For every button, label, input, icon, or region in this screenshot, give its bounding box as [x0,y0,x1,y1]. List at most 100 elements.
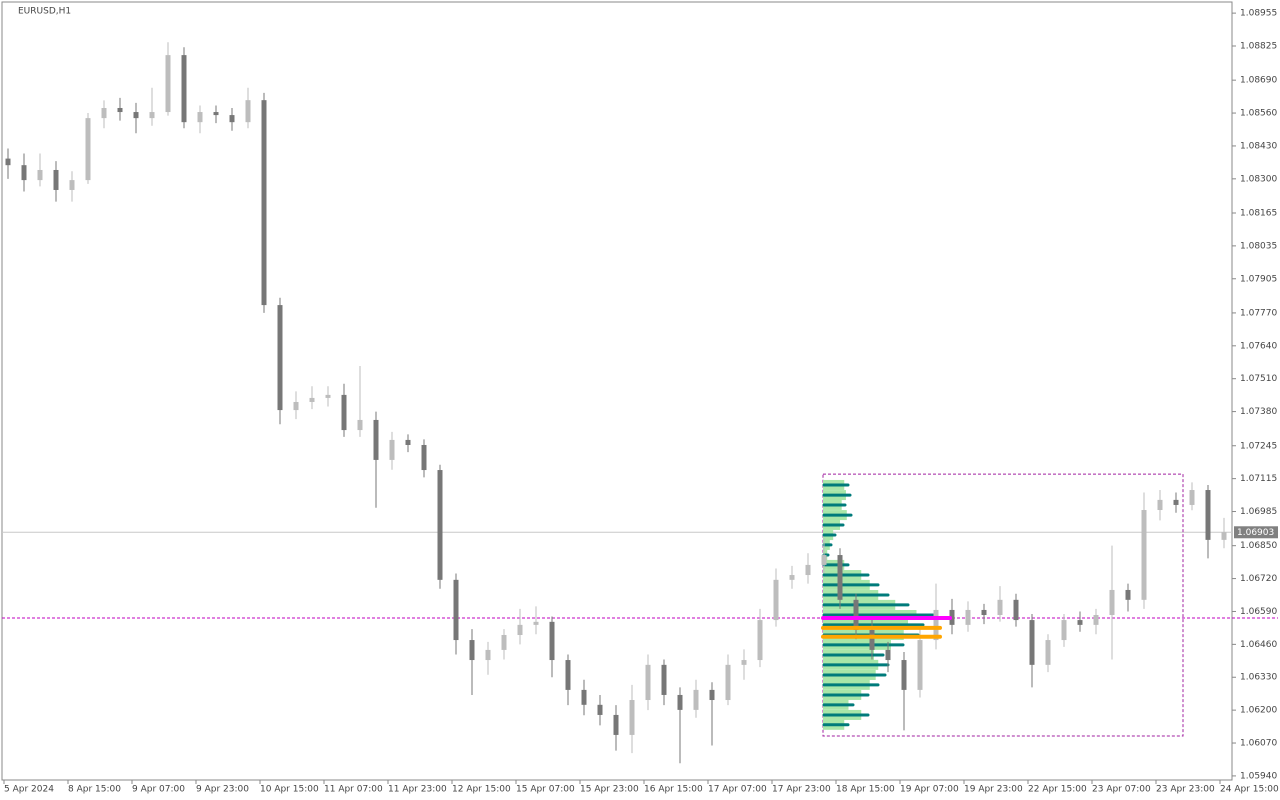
x-tick-label: 11 Apr 23:00 [388,785,447,795]
x-tick-label: 9 Apr 23:00 [196,785,249,795]
candle-body [805,564,811,576]
candle-body [773,579,779,621]
y-tick-label: 1.07905 [1240,274,1277,284]
y-tick-label: 1.06850 [1240,541,1277,551]
price-tag-label: 1.06903 [1237,528,1274,538]
candle-body [741,660,747,665]
y-tick-label: 1.08165 [1240,208,1277,218]
x-tick-label: 5 Apr 2024 [4,785,54,795]
candle-body [181,55,187,123]
candle-body [917,640,923,690]
y-tick-label: 1.06330 [1240,673,1277,683]
candle-body [837,555,843,600]
candle-body [21,165,27,181]
candle-body [1125,589,1131,600]
candle-body [533,621,539,625]
x-tick-label: 24 Apr 15:00 [1220,785,1279,795]
candle-body [517,624,523,635]
candle-body [149,112,155,119]
x-tick-label: 15 Apr 07:00 [516,785,575,795]
y-tick-label: 1.08035 [1240,241,1277,251]
x-tick-label: 17 Apr 07:00 [708,785,767,795]
candle-body [1013,599,1019,621]
candle-body [133,112,139,119]
candle-body [421,444,427,471]
candle-body [453,579,459,641]
candle-body [229,115,235,123]
candle-body [597,704,603,715]
candle-body [261,100,267,306]
candle-body [485,649,491,661]
candle-body [373,419,379,460]
y-tick-label: 1.08430 [1240,141,1277,151]
x-tick-label: 9 Apr 07:00 [132,785,185,795]
candle-body [277,305,283,411]
candle-body [69,180,75,190]
candle-body [661,664,667,695]
candle-body [1093,615,1099,625]
candle-body [213,112,219,116]
y-tick-label: 1.07245 [1240,441,1277,451]
candle-body [693,689,699,710]
candle-body [437,470,443,580]
x-tick-label: 19 Apr 07:00 [900,785,959,795]
price-tag [1234,526,1278,539]
candle-body [197,112,203,123]
candle-body [933,609,939,641]
candle-body [901,660,907,690]
x-tick-label: 23 Apr 23:00 [1156,785,1215,795]
y-tick-label: 1.06200 [1240,706,1277,716]
x-tick-label: 17 Apr 23:00 [772,785,831,795]
candle-body [1109,589,1115,616]
y-tick-label: 1.07640 [1240,341,1277,351]
candle-body [405,439,411,445]
candle-body [709,689,715,701]
candle-body [997,599,1003,616]
candle-body [469,640,475,661]
candle-body [981,609,987,616]
x-tick-label: 19 Apr 23:00 [964,785,1023,795]
candle-body [53,169,59,190]
y-tick-label: 1.06590 [1240,607,1277,617]
y-tick-label: 1.07115 [1240,474,1277,484]
candle-body [245,100,251,123]
candle-body [85,118,91,181]
candle-body [501,634,507,650]
plot-frame [1,1,1233,781]
candle-body [885,649,891,661]
candle-body [821,555,827,565]
y-tick-label: 1.07510 [1240,374,1277,384]
candle-body [165,55,171,113]
y-tick-label: 1.06460 [1240,640,1277,650]
candle-body [725,664,731,701]
candle-body [1221,532,1227,540]
y-tick-label: 1.08955 [1240,9,1277,19]
candle-body [37,169,43,181]
candle-body [1077,620,1083,625]
y-tick-label: 1.05940 [1240,771,1277,781]
candle-body [965,609,971,625]
chart-title: EURUSD,H1 [18,7,71,17]
candle-body [293,401,299,411]
x-tick-label: 8 Apr 15:00 [68,785,121,795]
candle-body [1205,490,1211,540]
candle-body [1157,499,1163,511]
y-tick-label: 1.07380 [1240,407,1277,417]
candle-body [1189,490,1195,505]
x-tick-label: 16 Apr 15:00 [644,785,703,795]
candle-body [789,575,795,580]
candle-body [549,621,555,661]
x-tick-label: 12 Apr 15:00 [452,785,511,795]
candle-body [1029,620,1035,665]
candle-body [117,107,123,113]
candle-body [645,664,651,701]
candle-body [581,689,587,705]
candle-body [1045,640,1051,665]
candle-body [1173,499,1179,505]
x-tick-label: 10 Apr 15:00 [260,785,319,795]
x-tick-label: 15 Apr 23:00 [580,785,639,795]
y-tick-label: 1.08300 [1240,174,1277,184]
x-tick-label: 11 Apr 07:00 [324,785,383,795]
